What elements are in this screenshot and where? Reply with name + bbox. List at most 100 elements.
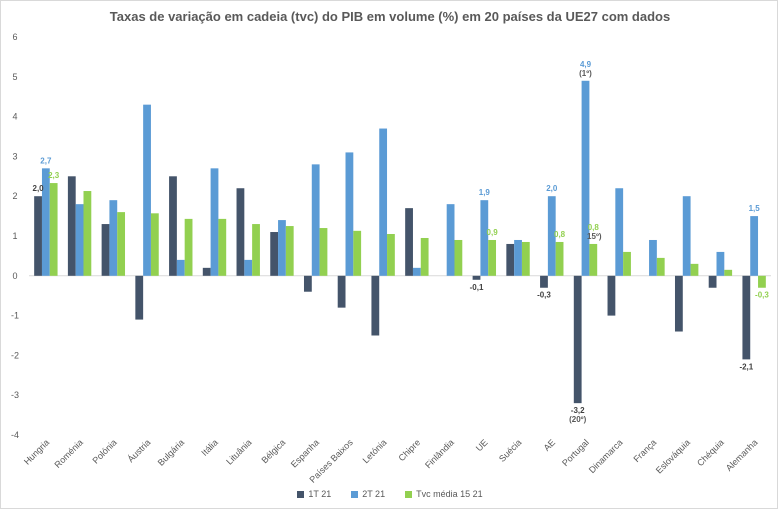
bar xyxy=(412,267,421,276)
y-tick-label: -3 xyxy=(11,390,19,400)
bar xyxy=(101,224,110,276)
category-label: Hungria xyxy=(22,437,51,466)
bar xyxy=(371,275,380,336)
category-label: Espanha xyxy=(289,437,321,469)
category-label: Alemanha xyxy=(724,437,760,473)
y-tick-label: -1 xyxy=(11,311,19,321)
bar xyxy=(521,241,530,276)
bar xyxy=(690,263,699,276)
data-label: -0,3 xyxy=(755,291,769,300)
bar xyxy=(488,239,497,276)
bar xyxy=(83,191,92,276)
bar xyxy=(353,230,362,276)
y-tick-label: 0 xyxy=(12,271,17,281)
category-label: França xyxy=(631,437,658,464)
data-label: 1,5 xyxy=(749,204,761,213)
data-label: 2,7 xyxy=(40,156,52,165)
legend-label: 2T 21 xyxy=(362,489,386,499)
legend-label: 1T 21 xyxy=(308,489,332,499)
bar xyxy=(285,226,294,276)
bar xyxy=(708,275,717,288)
bar xyxy=(169,176,177,276)
bar xyxy=(252,224,260,276)
bar xyxy=(319,228,328,276)
bar xyxy=(742,275,751,360)
legend-item: 2T 21 xyxy=(351,489,385,499)
bar xyxy=(682,196,691,276)
bar xyxy=(236,188,245,276)
legend-item: Tvc média 15 21 xyxy=(405,489,483,499)
bar xyxy=(750,216,759,276)
bar xyxy=(589,243,598,276)
bar xyxy=(547,196,556,276)
category-label: Chipre xyxy=(396,437,422,463)
y-tick-label: 2 xyxy=(12,191,17,201)
legend-label: Tvc média 15 21 xyxy=(416,489,483,499)
data-label: -0,3 xyxy=(537,291,551,300)
bar xyxy=(311,164,320,276)
bar xyxy=(555,241,564,276)
bar xyxy=(446,204,455,276)
bar xyxy=(581,80,590,276)
category-label: Suécia xyxy=(497,437,524,464)
data-label-rank: 15º) xyxy=(587,232,602,241)
category-label: AE xyxy=(542,437,558,453)
category-label: Lituânia xyxy=(224,437,253,466)
bar xyxy=(303,275,312,292)
data-label: 0,8 xyxy=(554,230,566,239)
category-label: Finlândia xyxy=(423,437,456,470)
legend-item: 1T 21 xyxy=(297,489,331,499)
bar xyxy=(202,267,211,276)
data-label-rank: (20º) xyxy=(569,415,586,424)
bar xyxy=(758,275,766,288)
category-label: Itália xyxy=(199,437,220,458)
bar xyxy=(218,218,227,276)
chart-title: Taxas de variação em cadeia (tvc) do PIB… xyxy=(109,9,671,24)
bar xyxy=(143,104,151,276)
category-label: Bélgica xyxy=(259,437,287,465)
data-label-rank: (1º) xyxy=(579,69,592,78)
bar xyxy=(656,257,665,276)
data-label: -2,1 xyxy=(739,362,753,371)
bar xyxy=(724,269,733,276)
bar xyxy=(649,239,657,276)
data-label: 2,0 xyxy=(546,184,558,193)
bar xyxy=(75,204,84,276)
category-label: Eslováquia xyxy=(654,437,692,475)
bar xyxy=(514,239,522,276)
bar xyxy=(278,220,286,276)
y-tick-label: 6 xyxy=(12,32,17,42)
bar xyxy=(176,259,185,276)
bar xyxy=(67,176,76,276)
category-label: Áustria xyxy=(126,437,153,464)
bar xyxy=(674,275,683,332)
data-label: 1,9 xyxy=(479,188,491,197)
data-label: -3,2 xyxy=(571,406,585,415)
legend-swatch xyxy=(351,491,359,499)
category-label: Roménia xyxy=(52,437,85,470)
data-label: 2,3 xyxy=(48,171,60,180)
bar xyxy=(506,243,515,276)
bar xyxy=(244,259,253,276)
data-label: 2,0 xyxy=(33,184,45,193)
data-label: 0,8 xyxy=(588,223,600,232)
bar xyxy=(184,218,193,276)
y-tick-label: 1 xyxy=(12,231,17,241)
bar xyxy=(405,208,413,276)
category-label: Dinamarca xyxy=(587,437,625,475)
bar xyxy=(337,275,346,308)
bar xyxy=(117,212,126,276)
bar xyxy=(135,275,144,320)
bar xyxy=(34,196,42,276)
bar xyxy=(387,234,395,276)
category-label: Letónia xyxy=(361,437,389,465)
data-label: 4,9 xyxy=(580,60,592,69)
bar xyxy=(472,275,481,280)
y-tick-label: 4 xyxy=(12,112,17,122)
category-label: UE xyxy=(474,437,490,453)
legend-swatch xyxy=(297,491,305,499)
y-tick-label: 5 xyxy=(12,72,17,82)
bar xyxy=(210,168,219,276)
